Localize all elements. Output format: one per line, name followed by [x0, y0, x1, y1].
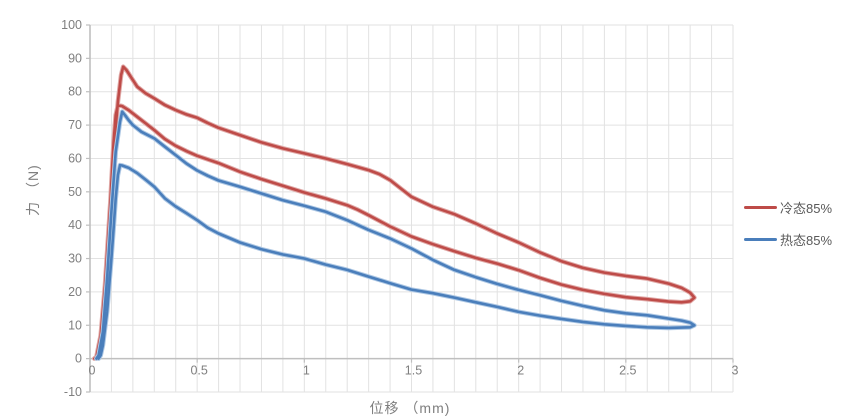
y-tick-label: 20	[68, 285, 82, 299]
y-tick-label: 90	[68, 51, 82, 65]
y-tick-label: 70	[68, 118, 82, 132]
series-line-1	[95, 110, 696, 360]
y-axis-title: 力 （N)	[25, 164, 41, 216]
legend-swatch-hot	[744, 238, 777, 241]
legend-item-hot: 热态85%	[744, 230, 832, 249]
x-tick-label: 0	[89, 364, 96, 378]
x-tick-label: 1.5	[405, 364, 422, 378]
x-tick-label: 1	[303, 364, 310, 378]
y-tick-label: 40	[68, 218, 82, 232]
x-tick-label: 2.5	[619, 364, 636, 378]
y-tick-label: 0	[75, 352, 82, 366]
legend-label-hot: 热态85%	[780, 233, 833, 248]
y-tick-label: 80	[68, 85, 82, 99]
y-tick-label: 10	[68, 318, 82, 332]
legend-swatch-cold	[744, 206, 777, 209]
y-tick-label: 30	[68, 252, 82, 266]
legend-item-cold: 冷态85%	[744, 198, 832, 217]
x-axis-title: 位移 （mm)	[369, 400, 451, 416]
y-tick-label: -10	[64, 385, 82, 399]
x-tick-label: 3	[732, 364, 739, 378]
x-tick-label: 0.5	[190, 364, 207, 378]
series-line-0	[93, 65, 696, 360]
y-tick-label: 100	[61, 18, 82, 32]
x-tick-label: 2	[517, 364, 524, 378]
y-tick-label: 50	[68, 185, 82, 199]
legend-label-cold: 冷态85%	[780, 201, 833, 216]
y-tick-label: 60	[68, 151, 82, 165]
legend: 冷态85% 热态85%	[744, 198, 832, 249]
